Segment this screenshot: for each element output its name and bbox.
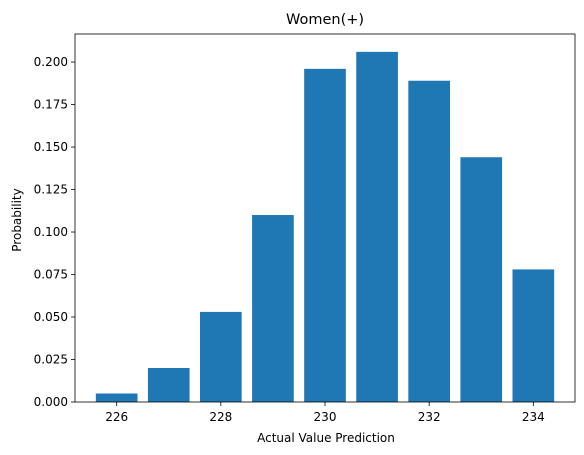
y-tick-label: 0.025	[34, 353, 68, 367]
y-axis-label: Probability	[10, 188, 24, 251]
plot-frame	[74, 33, 576, 403]
bar-228	[200, 311, 242, 402]
bar-234	[512, 269, 555, 402]
y-axis-ticks: 0.000 0.025 0.050 0.075 0.100 0.125 0.150 0.175…	[34, 55, 75, 409]
bar-233	[460, 157, 503, 402]
bar-232	[408, 80, 450, 402]
x-tick-label: 230	[314, 410, 337, 424]
y-tick-label: 0.125	[34, 183, 68, 197]
y-tick-label: 0.075	[34, 268, 68, 282]
y-tick-label: 0.150	[34, 140, 68, 154]
bar-229	[252, 215, 294, 402]
y-tick-label: 0.000	[34, 395, 68, 409]
bar-227	[147, 368, 190, 402]
x-axis-ticks: 226 228 230 232 234	[105, 402, 545, 424]
bars-group	[95, 51, 555, 403]
bar-226	[95, 393, 138, 402]
x-tick-label: 234	[522, 410, 545, 424]
bar-231	[356, 51, 398, 403]
y-tick-label: 0.200	[34, 55, 68, 69]
y-tick-label: 0.050	[34, 310, 68, 324]
y-tick-label: 0.175	[34, 98, 68, 112]
x-tick-label: 232	[418, 410, 441, 424]
x-axis-label: Actual Value Prediction	[257, 431, 395, 445]
bar-230	[304, 68, 346, 402]
y-tick-label: 0.100	[34, 225, 68, 239]
chart-title: Women(+)	[286, 12, 364, 28]
x-tick-label: 226	[105, 410, 128, 424]
x-tick-label: 228	[209, 410, 232, 424]
